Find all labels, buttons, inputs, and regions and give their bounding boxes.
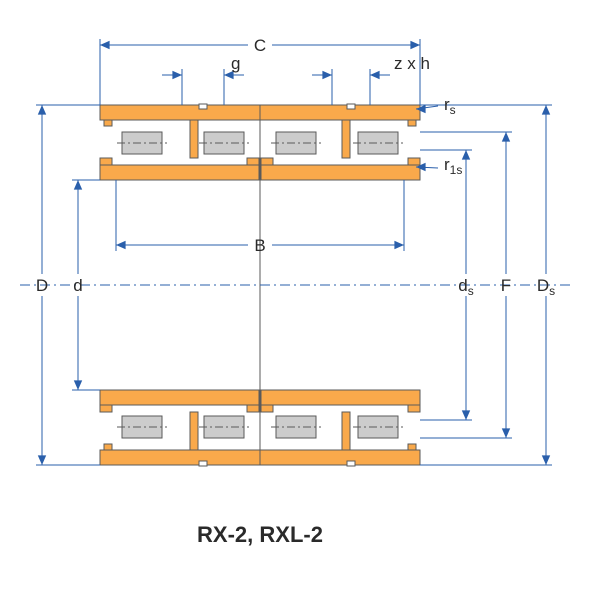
- label-D: D: [36, 276, 48, 295]
- label-Ds: Ds: [537, 276, 555, 298]
- label-r1s: r1s: [444, 155, 462, 177]
- bearing-diagram: Cg z x h B Dd ds F Ds rs r1s RX-2, RXL-2: [0, 0, 600, 600]
- label-C: C: [254, 36, 266, 55]
- label-ds: ds: [458, 276, 473, 298]
- diagram-title: RX-2, RXL-2: [197, 522, 323, 547]
- label-B: B: [254, 236, 265, 255]
- label-zxh: z x h: [394, 54, 430, 73]
- label-g: g: [231, 54, 240, 73]
- label-F: F: [501, 276, 511, 295]
- label-rs: rs: [444, 95, 456, 117]
- label-d: d: [73, 276, 82, 295]
